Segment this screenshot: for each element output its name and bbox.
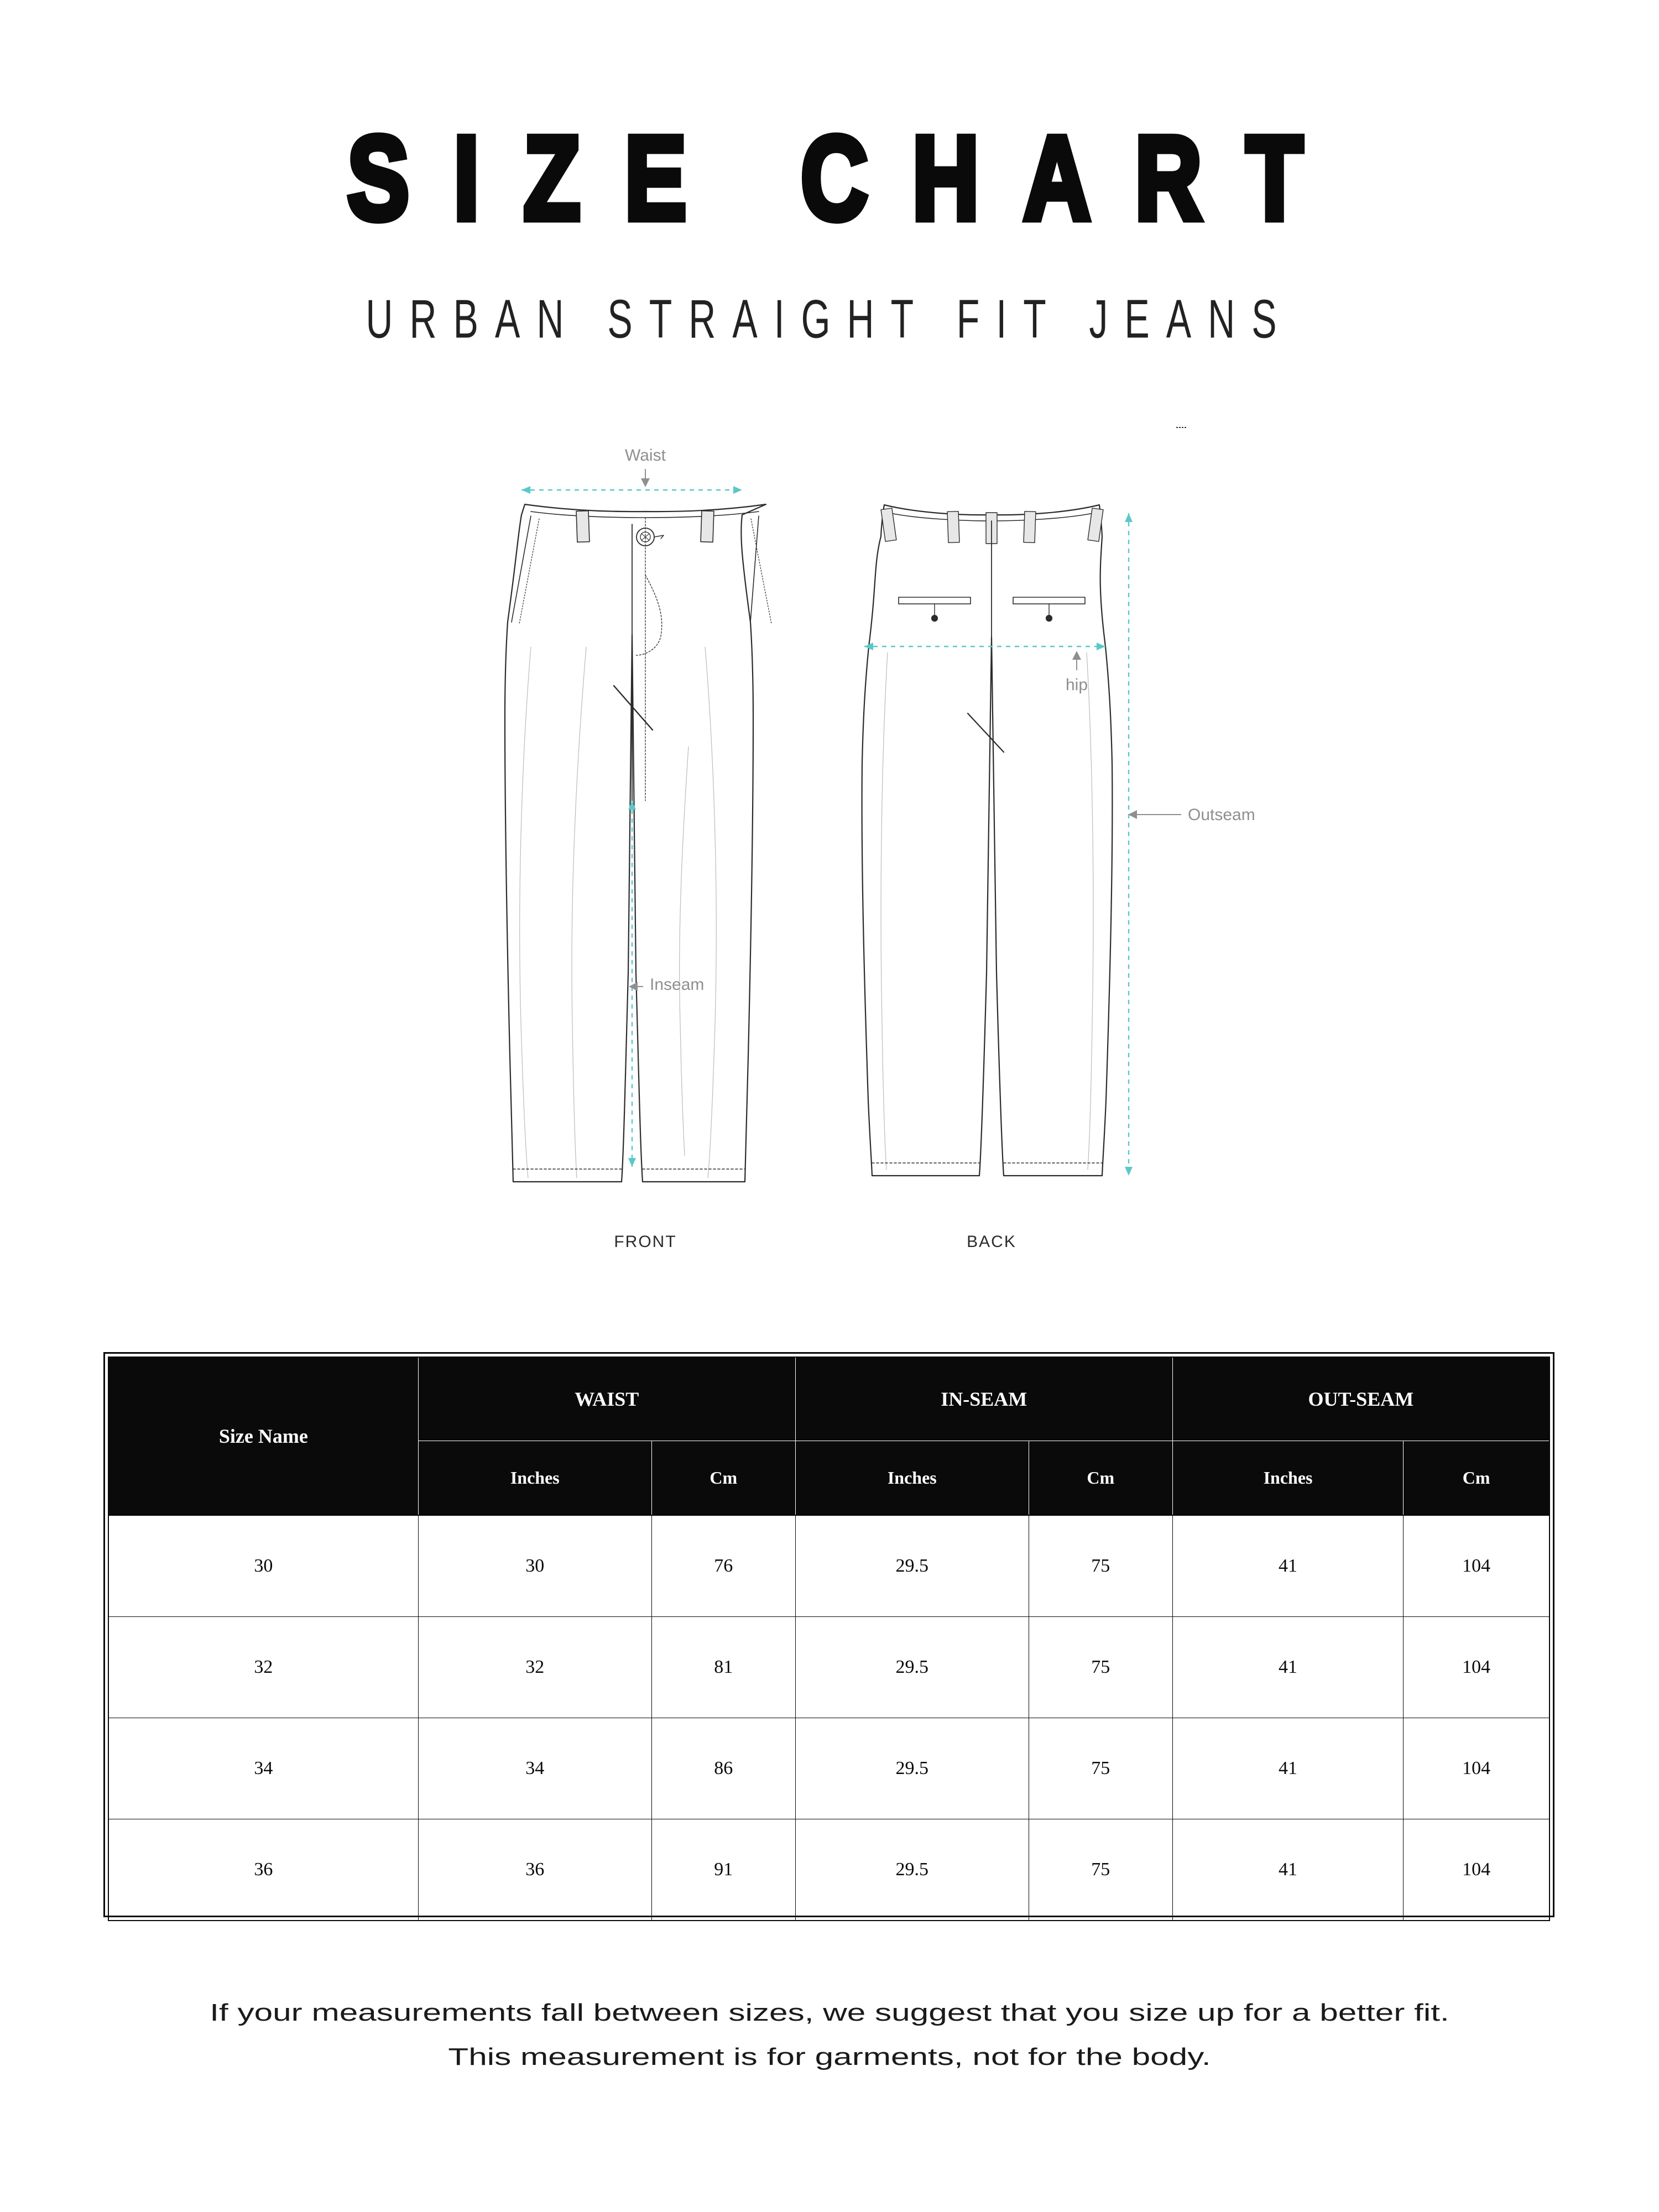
svg-text:BACK: BACK — [967, 1233, 1016, 1250]
svg-text:Outseam: Outseam — [1188, 806, 1255, 824]
svg-text:hip: hip — [1066, 676, 1088, 694]
svg-text:FRONT: FRONT — [614, 1233, 676, 1250]
svg-text:Inseam: Inseam — [650, 975, 704, 994]
svg-text:Waist: Waist — [625, 446, 666, 465]
